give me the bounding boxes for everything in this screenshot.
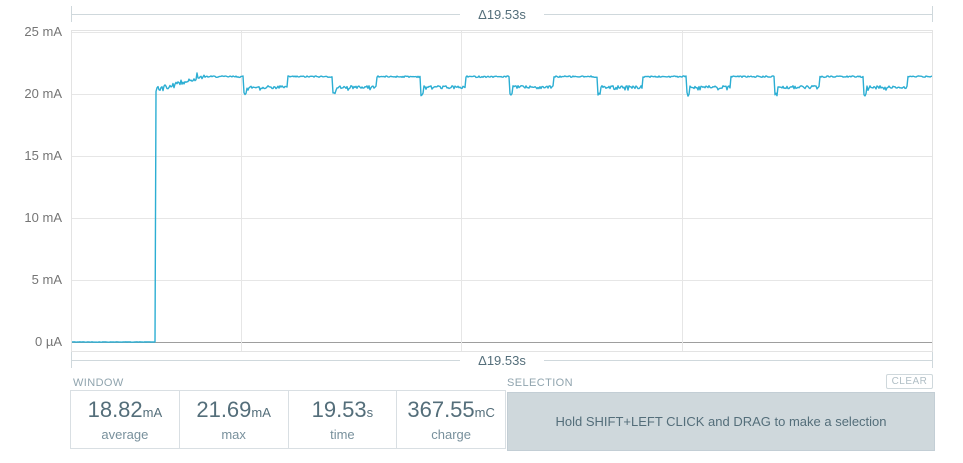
gridline-h bbox=[72, 280, 932, 281]
gridline-h bbox=[72, 218, 932, 219]
ruler-end-tick bbox=[71, 6, 72, 22]
stat-charge-unit: mC bbox=[474, 405, 495, 420]
window-section-heading: WINDOW bbox=[73, 377, 124, 389]
stat-max-label: max bbox=[221, 427, 246, 442]
ruler-end-tick bbox=[932, 6, 933, 22]
gridline-v bbox=[241, 31, 242, 351]
stat-max-value: 21.69 bbox=[196, 397, 252, 422]
gridline-h bbox=[72, 156, 932, 157]
stat-average-unit: mA bbox=[142, 405, 163, 420]
selection-section-heading: SELECTION bbox=[507, 377, 573, 389]
window-stats-box: 18.82mA average 21.69mA max 19.53s time … bbox=[70, 390, 506, 449]
selection-hint-panel: Hold SHIFT+LEFT CLICK and DRAG to make a… bbox=[507, 392, 935, 451]
stat-charge-value: 367.55 bbox=[407, 397, 475, 422]
stat-average-value: 18.82 bbox=[87, 397, 143, 422]
stat-time-label: time bbox=[330, 427, 355, 442]
ruler-line bbox=[71, 13, 461, 15]
ruler-line bbox=[543, 359, 933, 361]
ruler-line bbox=[71, 359, 461, 361]
stat-charge: 367.55mC charge bbox=[397, 391, 505, 448]
window-duration-ruler-top: Δ19.53s bbox=[71, 6, 933, 22]
stat-time: 19.53s time bbox=[289, 391, 398, 448]
y-axis-tick-label: 20 mA bbox=[24, 86, 62, 101]
stat-max: 21.69mA max bbox=[180, 391, 289, 448]
chart-plot-area[interactable] bbox=[71, 30, 933, 352]
y-axis-tick-label: 15 mA bbox=[24, 148, 62, 163]
stat-time-unit: s bbox=[366, 405, 374, 420]
stat-max-unit: mA bbox=[251, 405, 271, 420]
gridline-h bbox=[72, 94, 932, 95]
delta-time-label-bottom: Δ19.53s bbox=[478, 352, 526, 368]
y-axis-tick-label: 25 mA bbox=[24, 24, 62, 39]
window-duration-ruler-bottom: Δ19.53s bbox=[71, 352, 933, 368]
gridline-v bbox=[682, 31, 683, 351]
gridline-zero bbox=[72, 342, 932, 343]
y-axis-tick-label: 5 mA bbox=[31, 272, 62, 287]
selection-hint-text: Hold SHIFT+LEFT CLICK and DRAG to make a… bbox=[555, 414, 887, 429]
y-axis-tick-label: 0 µA bbox=[34, 334, 62, 349]
gridline-v bbox=[461, 31, 462, 351]
delta-time-label-top: Δ19.53s bbox=[478, 6, 526, 22]
gridline-h bbox=[72, 32, 932, 33]
ruler-end-tick bbox=[932, 352, 933, 368]
clear-selection-button[interactable]: CLEAR bbox=[886, 374, 933, 389]
ruler-line bbox=[543, 13, 933, 15]
stat-average: 18.82mA average bbox=[71, 391, 180, 448]
y-axis-tick-label: 10 mA bbox=[24, 210, 62, 225]
ruler-end-tick bbox=[71, 352, 72, 368]
stat-average-label: average bbox=[101, 427, 149, 442]
stat-charge-label: charge bbox=[431, 427, 471, 442]
current-waveform bbox=[72, 72, 932, 343]
stat-time-value: 19.53 bbox=[311, 397, 367, 422]
